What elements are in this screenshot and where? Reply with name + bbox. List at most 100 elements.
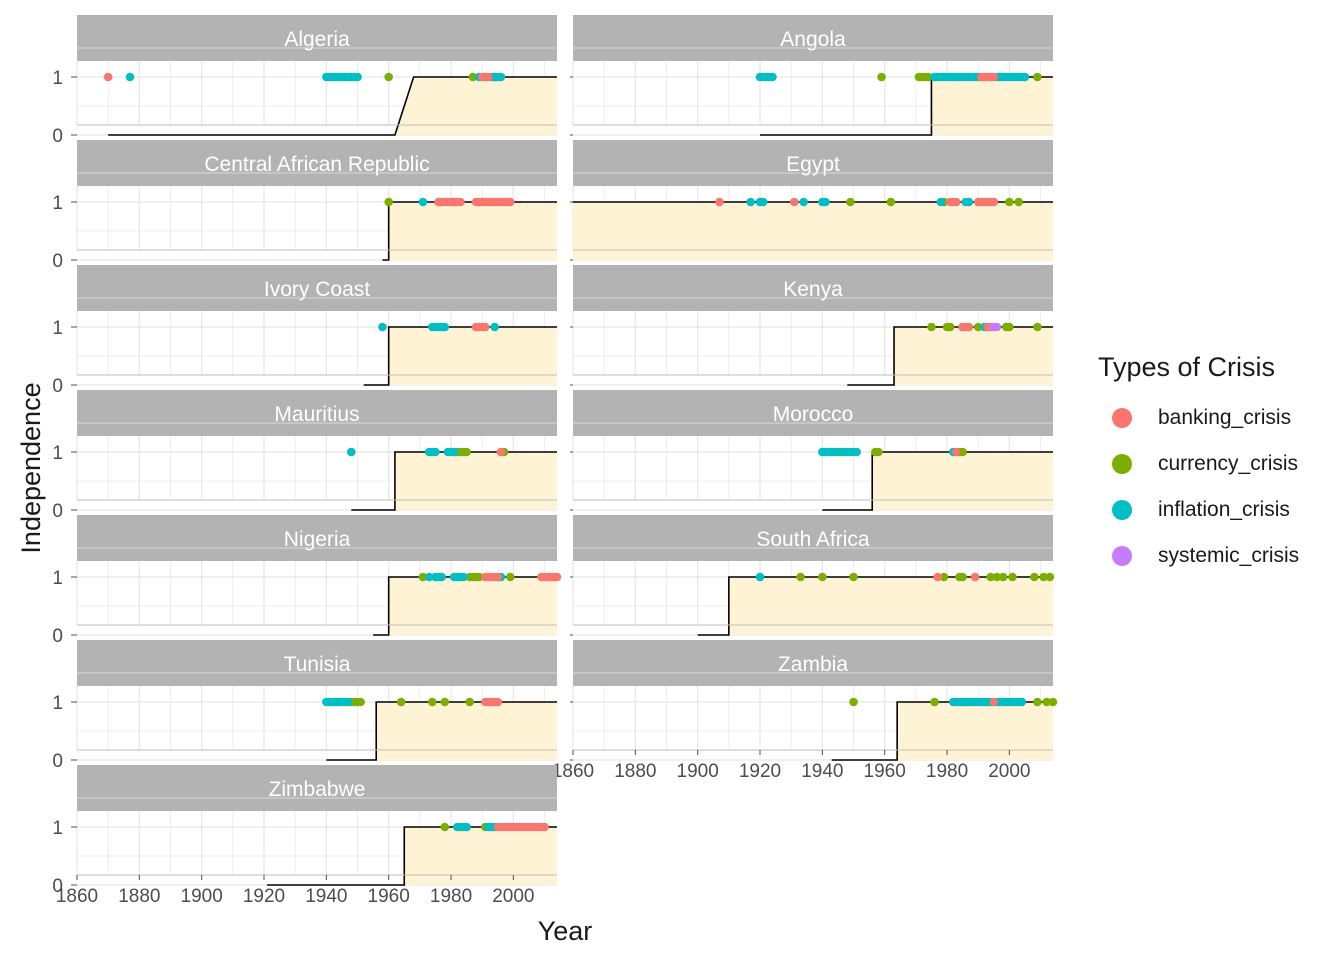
point-currency-crisis [428, 697, 437, 707]
panel-strip [77, 640, 557, 686]
point-banking-crisis [505, 197, 515, 207]
point-banking-crisis [789, 197, 799, 207]
x-tick-label: 2000 [988, 761, 1030, 782]
point-inflation-crisis [353, 72, 362, 82]
x-axis-title: Year [538, 916, 593, 946]
panel-ivory-coast: Ivory Coast 1 0 [52, 265, 557, 397]
point-banking-crisis [493, 572, 503, 582]
point-currency-crisis [924, 72, 933, 82]
panel-angola: Angola [570, 15, 1053, 136]
y-tick-label: 0 [52, 751, 63, 772]
panel-kenya: Kenya [570, 265, 1053, 386]
point-currency-crisis [939, 572, 949, 582]
independence-line [351, 451, 557, 511]
point-currency-crisis [930, 697, 939, 707]
panel-strip [77, 140, 557, 186]
point-currency-crisis [1033, 322, 1042, 332]
point-currency-crisis [1033, 72, 1042, 82]
y-tick-label: 0 [52, 126, 63, 147]
panel-strip [573, 640, 1053, 686]
point-inflation-crisis [821, 197, 830, 207]
point-inflation-crisis [799, 197, 808, 207]
panel-strip [77, 515, 557, 561]
point-currency-crisis [474, 572, 484, 582]
legend-item-inflation: inflation_crisis [1098, 487, 1338, 533]
point-currency-crisis [468, 72, 478, 82]
y-tick-label: 1 [52, 68, 63, 89]
point-currency-crisis [384, 197, 393, 207]
panel-title: Algeria [284, 28, 350, 51]
point-banking-crisis [456, 197, 465, 207]
legend-label-banking: banking_crisis [1158, 406, 1292, 429]
point-currency-crisis [505, 572, 515, 582]
point-inflation-crisis [768, 72, 777, 82]
point-banking-crisis [484, 72, 493, 82]
x-tick-label: 1940 [801, 761, 843, 782]
point-inflation-crisis [125, 72, 135, 82]
panel-strip [77, 390, 557, 436]
legend: Types of Crisis banking_crisis currency_… [1098, 352, 1338, 579]
point-inflation-crisis [418, 197, 428, 207]
legend-label-inflation: inflation_crisis [1158, 498, 1290, 521]
point-inflation-crisis [452, 822, 462, 832]
point-banking-crisis [964, 322, 974, 332]
x-tick-label: 1860 [552, 761, 594, 782]
point-currency-crisis [462, 447, 471, 457]
independence-area [394, 452, 557, 510]
legend-label-currency: currency_crisis [1158, 452, 1299, 475]
y-tick-label: 1 [52, 443, 63, 464]
independence-line [847, 326, 1053, 386]
legend-item-banking: banking_crisis [1098, 395, 1338, 441]
panel-strip [573, 15, 1053, 61]
point-currency-crisis [1005, 322, 1014, 332]
panel-algeria: Algeria 1 0 [52, 15, 557, 147]
point-currency-crisis [992, 572, 1002, 582]
panel-title: Zambia [778, 653, 848, 676]
point-currency-crisis [1005, 197, 1014, 207]
point-inflation-crisis [1017, 697, 1027, 707]
point-inflation-crisis [459, 572, 468, 582]
point-inflation-crisis [1020, 72, 1030, 82]
panel-title: Zimbabwe [269, 778, 366, 801]
point-currency-crisis [796, 572, 805, 582]
x-tick-label: 1920 [243, 886, 285, 907]
legend-key-inflation [1112, 500, 1132, 520]
panel-morocco: Morocco [570, 390, 1053, 511]
panel-strip [77, 265, 557, 311]
point-banking-crisis [952, 197, 961, 207]
point-currency-crisis [998, 572, 1008, 582]
x-tick-label: 1900 [181, 886, 223, 907]
x-tick-label: 1960 [368, 886, 410, 907]
panel-tunisia: Tunisia 1 0 [52, 640, 557, 772]
point-banking-crisis [496, 447, 506, 457]
point-currency-crisis [927, 322, 936, 332]
y-tick-label: 1 [52, 568, 63, 589]
panel-mauritius: Mauritius 1 0 [52, 390, 557, 522]
point-banking-crisis [970, 572, 980, 582]
independence-area [404, 827, 557, 885]
point-currency-crisis [958, 572, 967, 582]
point-banking-crisis [493, 697, 503, 707]
point-inflation-crisis [964, 197, 974, 207]
legend-item-currency: currency_crisis [1098, 441, 1338, 487]
point-inflation-crisis [440, 322, 450, 332]
point-currency-crisis [958, 447, 967, 457]
point-banking-crisis [481, 322, 490, 332]
point-currency-crisis [440, 697, 450, 707]
point-currency-crisis [440, 822, 450, 832]
independence-area [388, 202, 557, 260]
x-tick-label: 1880 [118, 886, 160, 907]
independence-area [388, 327, 557, 385]
point-banking-crisis [103, 72, 113, 82]
legend-key-banking [1112, 408, 1132, 428]
independence-line [267, 826, 557, 886]
y-tick-label: 1 [52, 318, 63, 339]
panel-south-africa: South Africa [570, 515, 1055, 636]
point-currency-crisis [1045, 572, 1055, 582]
panel-strip [573, 390, 1053, 436]
point-systemic-crisis [992, 322, 1002, 332]
independence-area [573, 202, 1053, 260]
point-currency-crisis [1042, 697, 1052, 707]
point-currency-crisis [973, 322, 983, 332]
